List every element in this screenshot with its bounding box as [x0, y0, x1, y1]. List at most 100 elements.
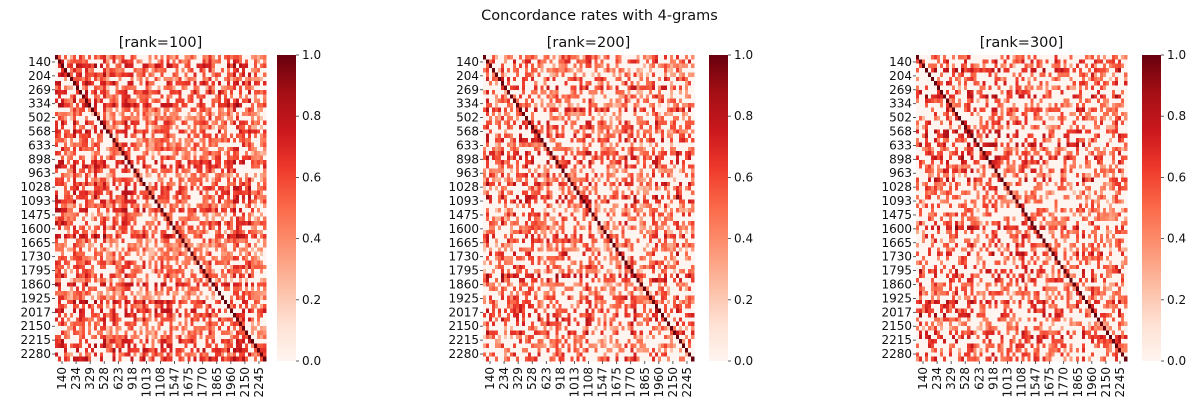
- heatmap-cell: [253, 312, 258, 318]
- heatmap-cell: [100, 138, 104, 143]
- y-tick-label: 502: [28, 111, 51, 125]
- heatmap-cell: [133, 142, 137, 148]
- heatmap-cell: [79, 304, 83, 309]
- heatmap-cell: [91, 173, 95, 178]
- heatmap-cell: [127, 225, 131, 231]
- heatmap-cell: [178, 151, 182, 156]
- heatmap-cell: [142, 326, 146, 331]
- heatmap-cell: [82, 164, 86, 169]
- heatmap-cell: [106, 277, 110, 283]
- heatmap-cell: [238, 216, 243, 222]
- heatmap-cell: [67, 111, 71, 117]
- heatmap-cell: [109, 277, 113, 283]
- heatmap-cell: [85, 312, 89, 318]
- heatmap-cell: [166, 334, 170, 340]
- heatmap-cell: [121, 194, 125, 200]
- heatmap-cell: [136, 347, 140, 353]
- heatmap-cell: [184, 251, 188, 257]
- heatmap-cell: [97, 256, 101, 261]
- heatmap-cell: [223, 111, 228, 117]
- heatmap-cell: [112, 186, 116, 191]
- heatmap-cell: [247, 107, 252, 113]
- heatmap-cell: [121, 181, 125, 187]
- heatmap-cell: [109, 181, 113, 187]
- heatmap-cell: [121, 330, 125, 336]
- heatmap-cell: [223, 98, 228, 104]
- heatmap-cell: [136, 98, 140, 104]
- heatmap-cell: [196, 295, 200, 301]
- heatmap-cell: [205, 107, 210, 113]
- heatmap-cell: [73, 107, 77, 113]
- heatmap-cell: [136, 208, 140, 213]
- heatmap-cell: [247, 269, 252, 274]
- heatmap-cell: [244, 273, 249, 279]
- heatmap-cell: [247, 256, 252, 261]
- heatmap-cell: [154, 55, 158, 60]
- heatmap-cell: [241, 124, 246, 130]
- heatmap-cell: [220, 177, 225, 183]
- heatmap-cell: [157, 247, 161, 253]
- heatmap-cell: [58, 208, 62, 213]
- heatmap-cell: [184, 291, 188, 296]
- heatmap-cell: [97, 72, 101, 78]
- heatmap-cell: [244, 164, 249, 169]
- heatmap-cell: [169, 334, 173, 340]
- heatmap-cell: [79, 159, 83, 165]
- heatmap-cell: [88, 216, 92, 222]
- heatmap-cell: [142, 343, 146, 349]
- heatmap-cell: [67, 81, 71, 86]
- heatmap-cell: [157, 124, 161, 130]
- heatmap-cell: [154, 291, 158, 296]
- heatmap-cell: [253, 173, 258, 178]
- heatmap-cell: [100, 98, 104, 104]
- heatmap-cell: [190, 343, 194, 349]
- heatmap-cell: [184, 312, 188, 318]
- heatmap-cell: [163, 308, 167, 314]
- heatmap-cell: [121, 352, 125, 357]
- heatmap-cell: [70, 264, 74, 270]
- heatmap-cell: [256, 146, 261, 152]
- heatmap-cell: [259, 264, 264, 270]
- heatmap-cell: [187, 269, 191, 274]
- heatmap-cell: [175, 129, 179, 134]
- heatmap-cell: [127, 173, 131, 178]
- heatmap-cell: [76, 229, 80, 235]
- heatmap-cell: [148, 76, 152, 82]
- heatmap-cell: [118, 124, 122, 130]
- heatmap-cell: [175, 173, 179, 178]
- heatmap-cell: [184, 221, 188, 226]
- heatmap-cell: [214, 98, 219, 104]
- heatmap-cell: [214, 269, 219, 274]
- heatmap-cell: [82, 159, 86, 165]
- heatmap-cell: [151, 277, 155, 283]
- heatmap-cell: [151, 242, 155, 248]
- heatmap-cell: [196, 155, 200, 161]
- heatmap-cell: [205, 203, 210, 209]
- heatmap-cell: [241, 129, 246, 134]
- heatmap-cell: [157, 282, 161, 287]
- heatmap-cell: [223, 299, 228, 305]
- heatmap-cell: [136, 107, 140, 113]
- heatmap-cell: [253, 199, 258, 204]
- heatmap-cell: [163, 85, 167, 91]
- heatmap-cell: [61, 107, 65, 113]
- heatmap-cell: [196, 164, 200, 169]
- heatmap-cell: [88, 352, 92, 357]
- heatmap-cell: [223, 326, 228, 331]
- heatmap-cell: [55, 164, 59, 169]
- heatmap-cell: [85, 221, 89, 226]
- heatmap-cell: [166, 155, 170, 161]
- heatmap-cell: [76, 124, 80, 130]
- heatmap-cell: [226, 94, 231, 100]
- heatmap-cell: [187, 299, 191, 305]
- heatmap-cell: [124, 216, 128, 222]
- heatmap-cell: [199, 212, 203, 218]
- heatmap-cell: [151, 181, 155, 187]
- heatmap-cell: [208, 72, 213, 78]
- heatmap-cell: [85, 142, 89, 148]
- heatmap-cell: [184, 295, 188, 301]
- heatmap-cell: [145, 343, 149, 349]
- heatmap-cell: [163, 68, 167, 73]
- heatmap-cell: [88, 107, 92, 113]
- heatmap-cell: [172, 203, 176, 209]
